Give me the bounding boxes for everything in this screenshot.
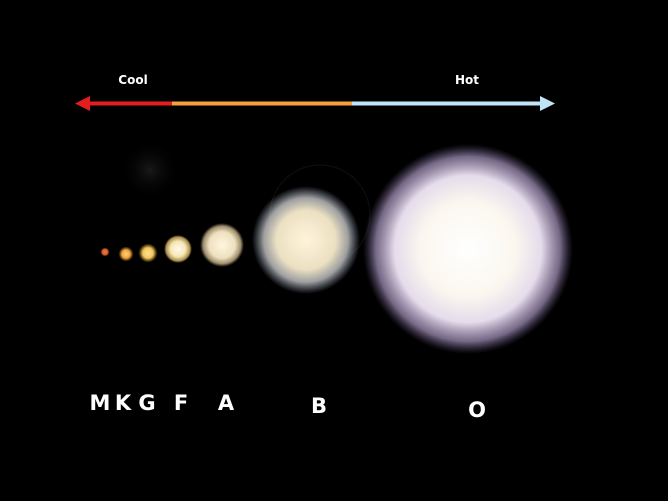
class-label-F: F — [173, 391, 189, 415]
class-label-B: B — [310, 394, 327, 418]
class-label-K: K — [114, 391, 132, 415]
class-label-O: O — [468, 398, 486, 422]
star-A — [200, 223, 244, 267]
hot-label: Hot — [454, 73, 480, 87]
stars — [100, 144, 573, 354]
class-label-M: M — [89, 391, 111, 415]
temperature-arrow — [75, 96, 555, 111]
star-K — [118, 246, 134, 262]
class-label-A: A — [217, 391, 235, 415]
star-F — [164, 235, 192, 263]
star-O — [363, 144, 573, 354]
arrowhead-left — [75, 96, 90, 111]
star-B — [252, 186, 360, 294]
star-M — [100, 247, 110, 257]
background-glow — [120, 140, 180, 200]
arrowhead-right — [540, 96, 555, 111]
cool-label: Cool — [118, 73, 148, 87]
star-G — [138, 243, 158, 263]
class-label-G: G — [138, 391, 156, 415]
